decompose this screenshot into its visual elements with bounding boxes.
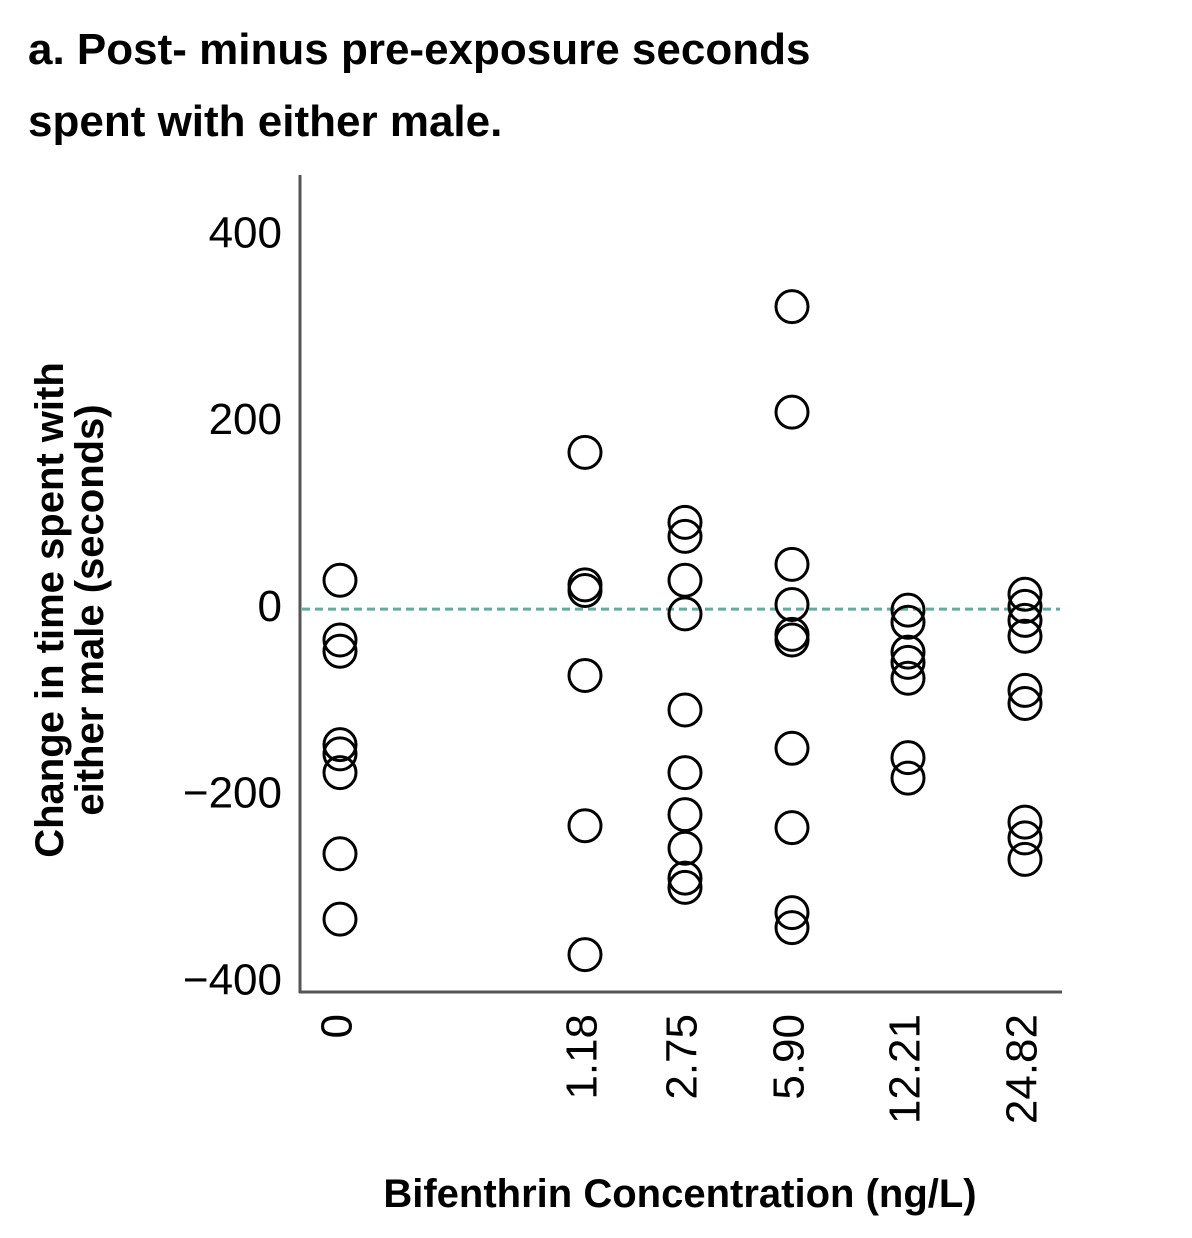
point bbox=[1007, 804, 1043, 840]
point bbox=[1007, 685, 1043, 721]
point bbox=[322, 755, 358, 791]
point bbox=[322, 727, 358, 763]
point bbox=[322, 562, 358, 598]
point bbox=[1007, 576, 1043, 612]
point bbox=[890, 634, 926, 670]
point bbox=[667, 562, 703, 598]
point bbox=[667, 755, 703, 791]
point bbox=[890, 592, 926, 628]
point bbox=[667, 692, 703, 728]
point bbox=[567, 657, 603, 693]
point bbox=[1007, 820, 1043, 856]
point bbox=[667, 596, 703, 632]
point bbox=[322, 633, 358, 669]
point bbox=[322, 736, 358, 772]
y-tick-label: −400 bbox=[183, 955, 282, 1004]
point bbox=[774, 895, 810, 931]
point bbox=[667, 830, 703, 866]
point bbox=[774, 622, 810, 658]
point bbox=[1007, 618, 1043, 654]
chart-title: a. Post- minus pre-exposure seconds spen… bbox=[28, 25, 811, 146]
point bbox=[774, 810, 810, 846]
x-tick-label: 1.18 bbox=[558, 1014, 607, 1100]
point bbox=[322, 622, 358, 658]
point bbox=[667, 518, 703, 554]
point bbox=[774, 730, 810, 766]
point bbox=[890, 660, 926, 696]
point bbox=[567, 434, 603, 470]
x-tick-label: 2.75 bbox=[658, 1014, 707, 1100]
x-tick-label: 12.21 bbox=[881, 1014, 930, 1124]
point bbox=[1007, 841, 1043, 877]
point bbox=[774, 289, 810, 325]
point bbox=[1007, 672, 1043, 708]
point bbox=[774, 394, 810, 430]
point bbox=[774, 910, 810, 946]
point bbox=[567, 937, 603, 973]
x-axis-label: Bifenthrin Concentration (ng/L) bbox=[383, 1172, 977, 1216]
point bbox=[667, 860, 703, 896]
point bbox=[774, 587, 810, 623]
point bbox=[1007, 588, 1043, 624]
point bbox=[1007, 602, 1043, 638]
y-tick-label: 200 bbox=[209, 395, 282, 444]
x-tick-label: 5.90 bbox=[765, 1014, 814, 1100]
point bbox=[322, 901, 358, 937]
y-tick-label: 400 bbox=[209, 208, 282, 257]
point bbox=[890, 740, 926, 776]
y-tick-label: 0 bbox=[258, 582, 282, 631]
point bbox=[890, 644, 926, 680]
point bbox=[667, 797, 703, 833]
point bbox=[667, 504, 703, 540]
y-tick-label: −200 bbox=[183, 769, 282, 818]
point bbox=[567, 573, 603, 609]
x-tick-label: 0 bbox=[313, 1014, 362, 1038]
x-tick-label: 24.82 bbox=[998, 1014, 1047, 1124]
point bbox=[667, 869, 703, 905]
point bbox=[774, 546, 810, 582]
point bbox=[567, 808, 603, 844]
point bbox=[890, 604, 926, 640]
point bbox=[322, 836, 358, 872]
point bbox=[890, 760, 926, 796]
